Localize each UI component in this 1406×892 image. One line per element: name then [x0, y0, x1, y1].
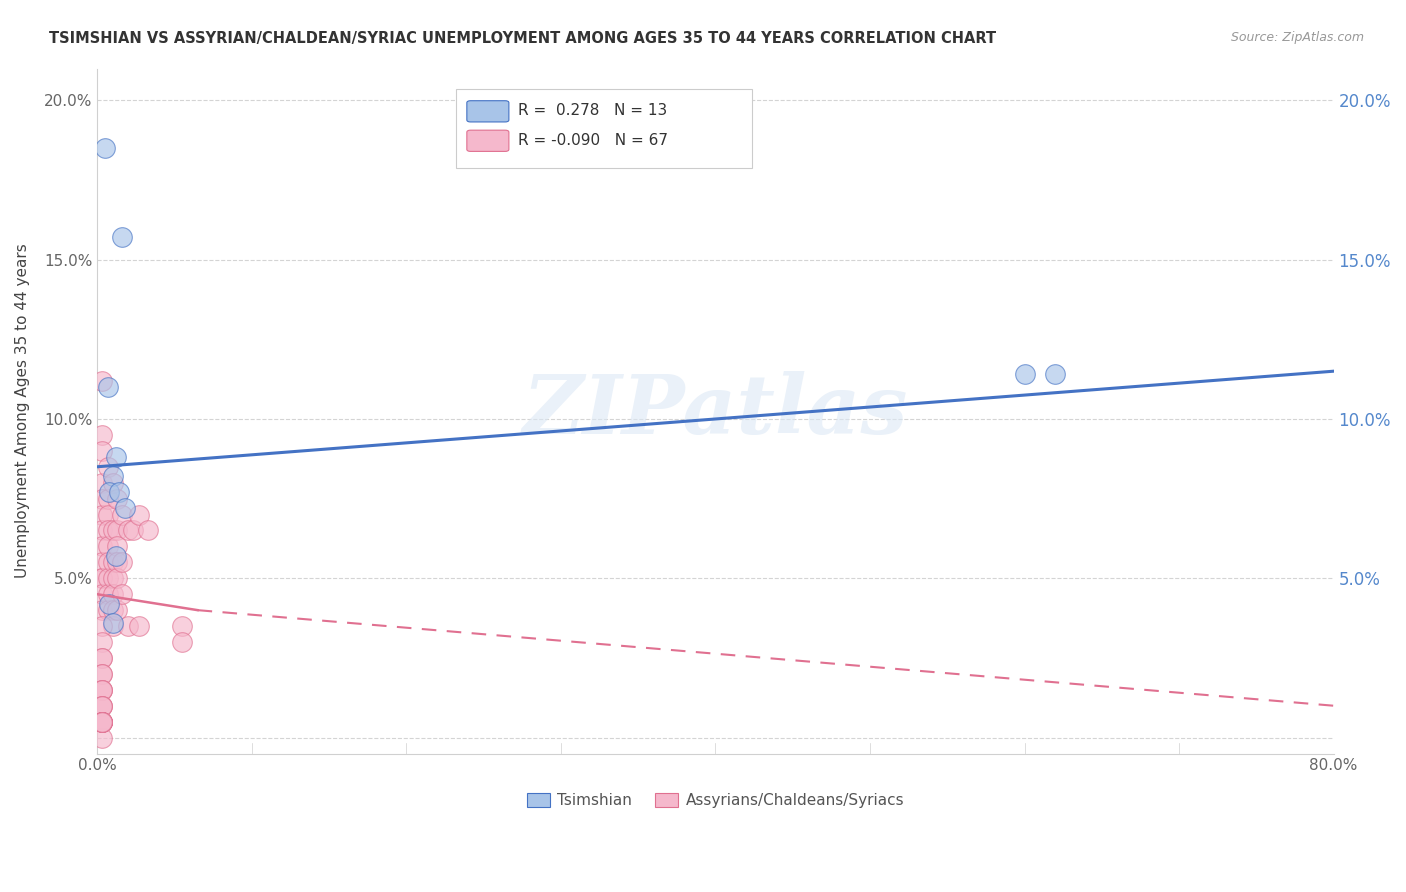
Point — [107, 485, 129, 500]
Point — [90, 682, 112, 697]
Point — [90, 443, 112, 458]
Point — [101, 475, 124, 490]
Point — [90, 714, 112, 729]
Legend: Tsimshian, Assyrians/Chaldeans/Syriacs: Tsimshian, Assyrians/Chaldeans/Syriacs — [520, 787, 910, 814]
Point — [114, 501, 136, 516]
Text: ZIPatlas: ZIPatlas — [523, 371, 908, 451]
Point — [97, 555, 120, 569]
Text: Source: ZipAtlas.com: Source: ZipAtlas.com — [1230, 31, 1364, 45]
Point — [101, 524, 124, 538]
Y-axis label: Unemployment Among Ages 35 to 44 years: Unemployment Among Ages 35 to 44 years — [15, 244, 30, 578]
Point — [90, 587, 112, 601]
Point — [90, 524, 112, 538]
Point — [90, 698, 112, 713]
Bar — [456, 89, 752, 168]
Point — [104, 450, 127, 465]
Point — [90, 714, 112, 729]
Point — [105, 555, 128, 569]
Point — [111, 555, 134, 569]
Point — [105, 603, 128, 617]
Point — [98, 597, 121, 611]
Point — [101, 619, 124, 633]
Point — [90, 475, 112, 490]
Point — [172, 635, 194, 649]
Point — [97, 540, 120, 554]
Text: TSIMSHIAN VS ASSYRIAN/CHALDEAN/SYRIAC UNEMPLOYMENT AMONG AGES 35 TO 44 YEARS COR: TSIMSHIAN VS ASSYRIAN/CHALDEAN/SYRIAC UN… — [49, 31, 997, 46]
Point — [128, 619, 150, 633]
Point — [90, 714, 112, 729]
Point — [101, 571, 124, 585]
Point — [105, 571, 128, 585]
Point — [90, 714, 112, 729]
Point — [90, 682, 112, 697]
Point — [90, 698, 112, 713]
Point — [97, 587, 120, 601]
Point — [111, 230, 134, 244]
Point — [117, 619, 139, 633]
Point — [90, 635, 112, 649]
Point — [101, 555, 124, 569]
FancyBboxPatch shape — [467, 101, 509, 122]
Point — [128, 508, 150, 522]
Point — [105, 540, 128, 554]
Text: R = -0.090   N = 67: R = -0.090 N = 67 — [517, 133, 668, 148]
Point — [90, 714, 112, 729]
Point — [97, 571, 120, 585]
Point — [117, 524, 139, 538]
Point — [90, 714, 112, 729]
Point — [105, 491, 128, 506]
Point — [97, 380, 120, 394]
Point — [97, 508, 120, 522]
Point — [136, 524, 159, 538]
Point — [105, 524, 128, 538]
Point — [90, 714, 112, 729]
Point — [101, 603, 124, 617]
Point — [90, 651, 112, 665]
Point — [97, 459, 120, 474]
Point — [97, 603, 120, 617]
Point — [97, 491, 120, 506]
FancyBboxPatch shape — [467, 130, 509, 152]
Point — [90, 666, 112, 681]
Point — [90, 666, 112, 681]
Point — [121, 524, 143, 538]
Point — [90, 651, 112, 665]
Point — [90, 731, 112, 745]
Point — [94, 141, 117, 155]
Point — [90, 555, 112, 569]
Point — [1045, 368, 1067, 382]
Point — [101, 469, 124, 483]
Point — [90, 428, 112, 442]
Point — [90, 491, 112, 506]
Text: R =  0.278   N = 13: R = 0.278 N = 13 — [517, 103, 666, 119]
Point — [90, 714, 112, 729]
Point — [104, 549, 127, 563]
Point — [90, 698, 112, 713]
Point — [97, 524, 120, 538]
Point — [172, 619, 194, 633]
Point — [111, 508, 134, 522]
Point — [101, 587, 124, 601]
Point — [90, 540, 112, 554]
Point — [90, 571, 112, 585]
Point — [90, 619, 112, 633]
Point — [90, 571, 112, 585]
Point — [90, 682, 112, 697]
Point — [98, 485, 121, 500]
Point — [1014, 368, 1036, 382]
Point — [111, 587, 134, 601]
Point — [101, 615, 124, 630]
Point — [90, 603, 112, 617]
Point — [90, 508, 112, 522]
Point — [90, 374, 112, 388]
